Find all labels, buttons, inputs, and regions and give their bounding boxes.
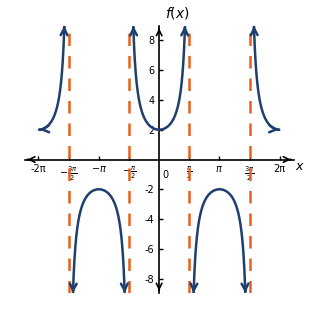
Text: x: x [295,160,303,174]
Text: 0: 0 [162,170,168,180]
Text: $f(x)$: $f(x)$ [165,5,190,21]
